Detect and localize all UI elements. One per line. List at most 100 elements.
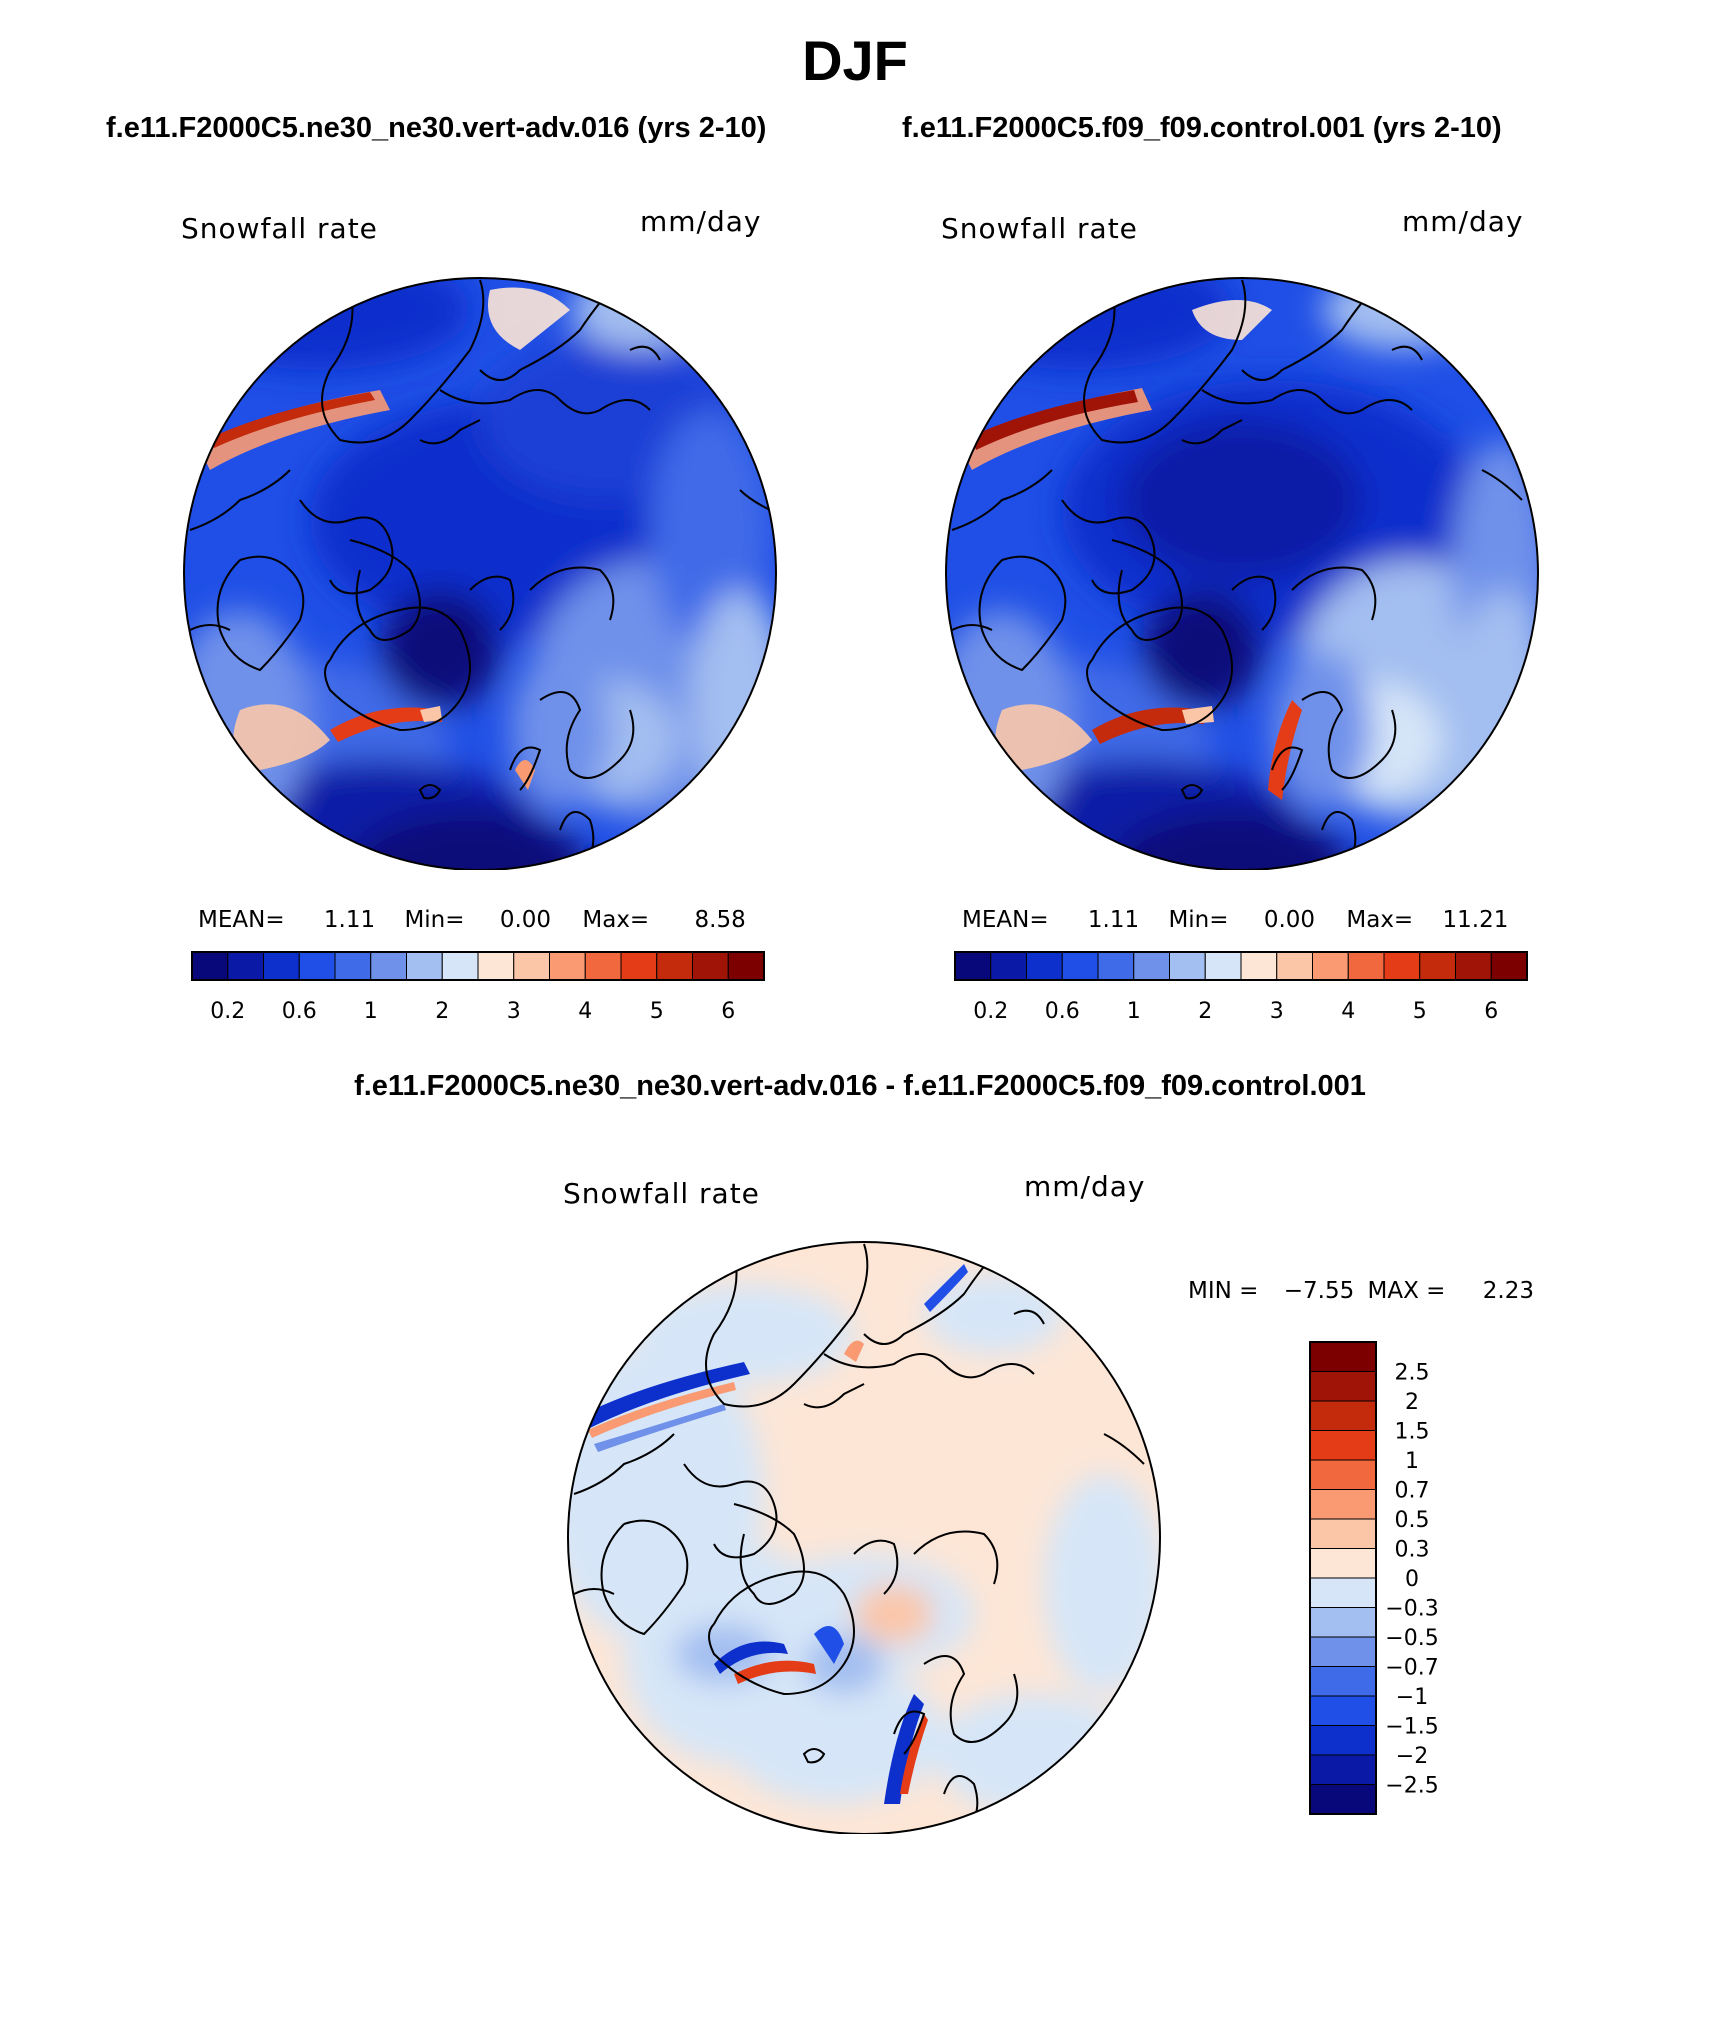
- right-colorbar-tick-label: 5: [1413, 999, 1427, 1024]
- right-colorbar-tick-label: 0.2: [973, 999, 1008, 1024]
- diff-colorbar-box: [1309, 1636, 1377, 1667]
- right-colorbar-tick-label: 1: [1127, 999, 1141, 1024]
- right-colorbar-tick-label: 6: [1484, 999, 1498, 1024]
- diff-colorbar-tick-label: 2.5: [1395, 1361, 1430, 1386]
- diff-colorbar-tick-label: 0.5: [1395, 1508, 1430, 1533]
- left-colorbar-box: [620, 951, 658, 981]
- left-mean-label: MEAN=: [198, 907, 285, 933]
- right-max-value: 11.21: [1442, 907, 1509, 933]
- diff-map: [567, 1241, 1161, 1834]
- diff-colorbar-box: [1309, 1371, 1377, 1402]
- diff-coastlines: [573, 1243, 1145, 1834]
- left-units-label: mm/day: [640, 205, 762, 238]
- right-colorbar: 0.2 0.6 1 2 3 4 5 6: [954, 951, 1528, 1024]
- right-colorbar-box: [954, 951, 992, 981]
- figure-title: DJF: [802, 29, 908, 92]
- right-min-value: 0.00: [1263, 907, 1316, 933]
- right-colorbar-box: [1204, 951, 1242, 981]
- right-stats: MEAN= 1.11 Min= 0.00 Max= 11.21: [962, 907, 1508, 933]
- right-mean-value: 1.11: [1087, 907, 1140, 933]
- right-colorbar-box: [1490, 951, 1528, 981]
- left-colorbar-tick-label: 5: [650, 999, 664, 1024]
- left-variable-label: Snowfall rate: [181, 212, 378, 245]
- right-units-label: mm/day: [1402, 205, 1524, 238]
- right-colorbar-tick-label: 2: [1198, 999, 1212, 1024]
- right-colorbar-tick-label: 0.6: [1045, 999, 1080, 1024]
- left-colorbar-box: [370, 951, 407, 981]
- right-colorbar-box: [1061, 951, 1099, 981]
- diff-min-label: MIN =: [1188, 1278, 1259, 1304]
- right-mean-label: MEAN=: [962, 907, 1049, 933]
- diff-colorbar-box: [1309, 1341, 1377, 1372]
- diff-colorbar-outline: [1309, 1341, 1377, 1815]
- diff-colorbar-box: [1309, 1459, 1377, 1490]
- right-colorbar-box: [1097, 951, 1135, 981]
- right-colorbar-box: [1312, 951, 1349, 981]
- diff-variable-label: Snowfall rate: [563, 1177, 760, 1210]
- right-colorbar-box: [1455, 951, 1492, 981]
- left-stats: MEAN= 1.11 Min= 0.00 Max= 8.58: [198, 907, 746, 933]
- diff-max-value: 2.23: [1482, 1278, 1534, 1304]
- right-colorbar-tick-label: 4: [1341, 999, 1355, 1024]
- diff-colorbar-tick-label: 0: [1405, 1567, 1419, 1592]
- left-colorbar-box: [513, 951, 550, 981]
- diff-colorbar: 2.5 2 1.5 1 0.7 0.5 0.3 0 −0.3 −0.5 −0.7 −1 −1.5 −2 −2…: [1309, 1341, 1439, 1815]
- diff-colorbar-box: [1309, 1695, 1377, 1726]
- right-colorbar-outline: [954, 951, 1528, 981]
- left-colorbar-box: [692, 951, 729, 981]
- diff-colorbar-box: [1309, 1400, 1377, 1431]
- left-colorbar-box: [227, 951, 264, 981]
- right-map-field: [946, 278, 1538, 870]
- diff-map-field: [568, 1242, 1160, 1834]
- diff-colorbar-box: [1309, 1754, 1377, 1785]
- diff-colorbar-tick-label: 2: [1405, 1390, 1419, 1415]
- right-colorbar-box: [1133, 951, 1170, 981]
- right-min-label: Min=: [1168, 907, 1229, 933]
- right-map: [945, 277, 1539, 870]
- right-colorbar-box: [1347, 951, 1385, 981]
- left-colorbar-box: [477, 951, 515, 981]
- case1-title: f.e11.F2000C5.ne30_ne30.vert-adv.016 (yr…: [106, 112, 767, 144]
- left-colorbar-outline: [191, 951, 765, 981]
- left-max-label: Max=: [582, 907, 650, 933]
- right-variable-label: Snowfall rate: [941, 212, 1138, 245]
- left-map-boundary: [183, 277, 777, 870]
- right-colorbar-box: [1383, 951, 1421, 981]
- right-colorbar-box: [1276, 951, 1313, 981]
- diff-colorbar-tick-label: −2: [1396, 1744, 1428, 1769]
- diff-stats: MIN = −7.55 MAX = 2.23: [1188, 1278, 1534, 1304]
- diff-colorbar-tick-label: −0.7: [1385, 1656, 1438, 1681]
- left-colorbar-box: [263, 951, 300, 981]
- diff-colorbar-tick-label: −1.5: [1385, 1715, 1438, 1740]
- diff-colorbar-tick-label: 1: [1405, 1449, 1419, 1474]
- left-colorbar-tick-label: 6: [721, 999, 735, 1024]
- left-colorbar-box: [334, 951, 372, 981]
- left-coastlines: [189, 279, 771, 870]
- diff-colorbar-box: [1309, 1489, 1377, 1520]
- diff-units-label: mm/day: [1024, 1170, 1146, 1203]
- left-mean-value: 1.11: [323, 907, 376, 933]
- left-colorbar-box: [727, 951, 765, 981]
- left-colorbar-box: [584, 951, 622, 981]
- right-map-boundary: [945, 277, 1539, 870]
- left-colorbar-tick-label: 0.6: [282, 999, 317, 1024]
- diff-map-boundary: [567, 1241, 1161, 1834]
- right-colorbar-box: [1419, 951, 1456, 981]
- diff-colorbar-tick-label: −2.5: [1385, 1774, 1438, 1799]
- left-min-label: Min=: [404, 907, 465, 933]
- diff-colorbar-box: [1309, 1607, 1377, 1638]
- left-max-value: 8.58: [694, 907, 746, 933]
- diff-colorbar-box: [1309, 1666, 1377, 1697]
- left-colorbar: 0.2 0.6 1 2 3 4 5 6: [191, 951, 765, 1024]
- right-colorbar-box: [1026, 951, 1063, 981]
- left-colorbar-box: [441, 951, 479, 981]
- diff-colorbar-tick-label: −1: [1396, 1685, 1428, 1710]
- diff-colorbar-box: [1309, 1430, 1377, 1461]
- left-map: [183, 277, 777, 870]
- diff-colorbar-tick-label: −0.3: [1385, 1597, 1438, 1622]
- left-colorbar-tick-label: 0.2: [210, 999, 245, 1024]
- diff-title: f.e11.F2000C5.ne30_ne30.vert-adv.016 - f…: [354, 1070, 1366, 1102]
- left-min-value: 0.00: [499, 907, 552, 933]
- left-colorbar-tick-label: 4: [578, 999, 592, 1024]
- diff-colorbar-box: [1309, 1784, 1377, 1815]
